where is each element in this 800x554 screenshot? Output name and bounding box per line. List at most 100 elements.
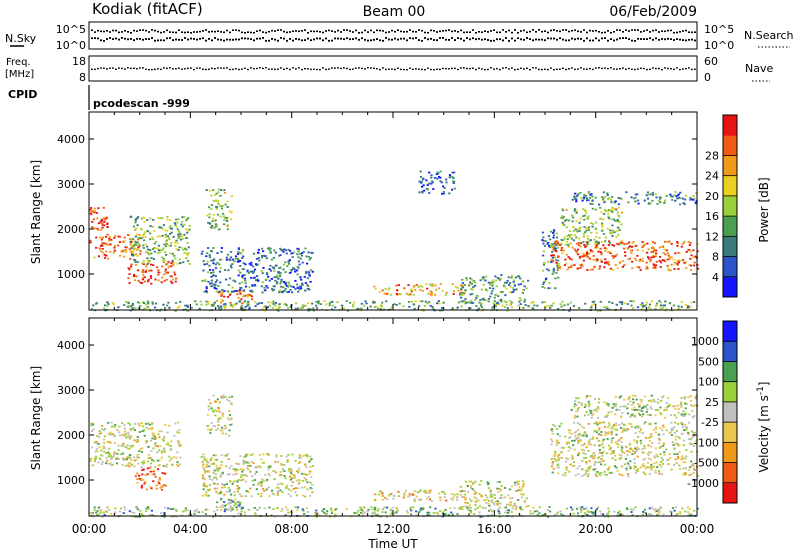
power-cell xyxy=(272,256,275,259)
velocity-cell xyxy=(227,509,230,511)
velocity-cell xyxy=(158,478,161,481)
velocity-cell xyxy=(162,465,165,467)
power-cell xyxy=(649,260,652,263)
nsearch-point xyxy=(301,39,303,42)
velocity-cell xyxy=(245,475,249,477)
power-cell xyxy=(551,259,554,262)
velocity-cell xyxy=(676,455,680,458)
velocity-cell xyxy=(240,505,243,508)
velocity-cell xyxy=(681,426,685,428)
velocity-cell xyxy=(551,440,554,443)
power-cell xyxy=(132,275,136,278)
velocity-cell xyxy=(678,444,681,447)
cpid-label: CPID xyxy=(8,88,37,101)
velocity-cell xyxy=(227,498,231,501)
velocity-cell xyxy=(214,454,217,457)
power-cell xyxy=(500,300,503,303)
velocity-cell xyxy=(657,409,660,412)
velocity-cell xyxy=(653,462,656,465)
power-cell xyxy=(216,252,219,254)
power-cell xyxy=(101,226,104,229)
power-cell xyxy=(456,287,459,289)
velocity-cell xyxy=(577,428,580,431)
nsearch-point xyxy=(334,37,336,40)
velocity-cell xyxy=(194,510,197,513)
power-cell xyxy=(92,304,95,307)
power-cell xyxy=(635,244,638,247)
velocity-cell xyxy=(219,429,223,432)
power-cell xyxy=(590,306,593,309)
velocity-cell xyxy=(178,445,181,447)
velocity-cell xyxy=(575,438,578,441)
power-cell xyxy=(134,218,137,221)
power-cell xyxy=(692,256,695,259)
velocity-cell xyxy=(284,514,287,516)
velocity-cell xyxy=(633,414,636,417)
velocity-cell xyxy=(286,484,289,487)
nsearch-point xyxy=(676,38,678,40)
power-cell xyxy=(162,224,165,226)
power-cell xyxy=(173,271,176,274)
power-cell xyxy=(685,251,688,253)
velocity-cell xyxy=(298,482,301,484)
velocity-cell xyxy=(484,507,487,509)
nsearch-point xyxy=(379,39,381,42)
velocity-cell xyxy=(145,426,148,429)
power-cell xyxy=(555,272,558,274)
velocity-cell xyxy=(624,428,627,431)
power-cell xyxy=(185,257,188,260)
colorbar-tick-label: 20 xyxy=(705,190,719,203)
velocity-cell xyxy=(235,472,238,475)
power-cell xyxy=(226,220,229,222)
velocity-cell xyxy=(686,511,690,513)
velocity-cell xyxy=(207,428,210,431)
freq-point xyxy=(658,67,660,70)
velocity-cell xyxy=(133,512,136,514)
nsearch-point xyxy=(118,38,120,41)
velocity-cell xyxy=(509,501,512,504)
nsky-point xyxy=(673,31,675,34)
velocity-cell xyxy=(94,450,97,453)
velocity-cell xyxy=(256,466,259,469)
velocity-cell xyxy=(472,489,476,492)
power-cell xyxy=(451,188,454,191)
velocity-cell xyxy=(429,489,433,492)
velocity-cell xyxy=(101,425,104,427)
power-cell xyxy=(622,242,625,245)
freq-point xyxy=(343,67,345,69)
power-cell xyxy=(126,305,129,308)
power-cell xyxy=(111,302,115,305)
power-cell xyxy=(605,306,608,309)
velocity-cell xyxy=(597,408,600,410)
power-cell xyxy=(179,233,182,235)
velocity-cell xyxy=(483,499,486,502)
power-cell xyxy=(469,299,472,302)
power-cell xyxy=(219,195,222,197)
power-cell xyxy=(544,305,547,308)
freq-point xyxy=(388,68,390,70)
power-cell xyxy=(284,261,287,264)
velocity-cell xyxy=(220,491,223,494)
power-cell xyxy=(688,264,691,267)
power-cell xyxy=(551,243,554,246)
velocity-cell xyxy=(445,499,448,502)
freq-point xyxy=(490,67,492,69)
power-cell xyxy=(241,275,244,278)
velocity-cell xyxy=(680,404,683,407)
power-cell xyxy=(431,294,434,296)
velocity-cell xyxy=(146,473,149,476)
power-cell xyxy=(426,188,429,191)
freq-point xyxy=(622,67,624,69)
power-cell xyxy=(234,280,237,283)
power-cell xyxy=(151,301,154,304)
velocity-cell xyxy=(593,463,596,466)
power-cell xyxy=(460,293,464,295)
power-cell xyxy=(595,260,598,263)
velocity-cell xyxy=(651,466,654,469)
power-cell xyxy=(607,244,610,246)
velocity-cell xyxy=(464,501,467,504)
power-cell xyxy=(600,261,603,263)
power-cell xyxy=(301,261,304,264)
velocity-cell xyxy=(627,475,630,478)
velocity-cell xyxy=(638,405,641,408)
